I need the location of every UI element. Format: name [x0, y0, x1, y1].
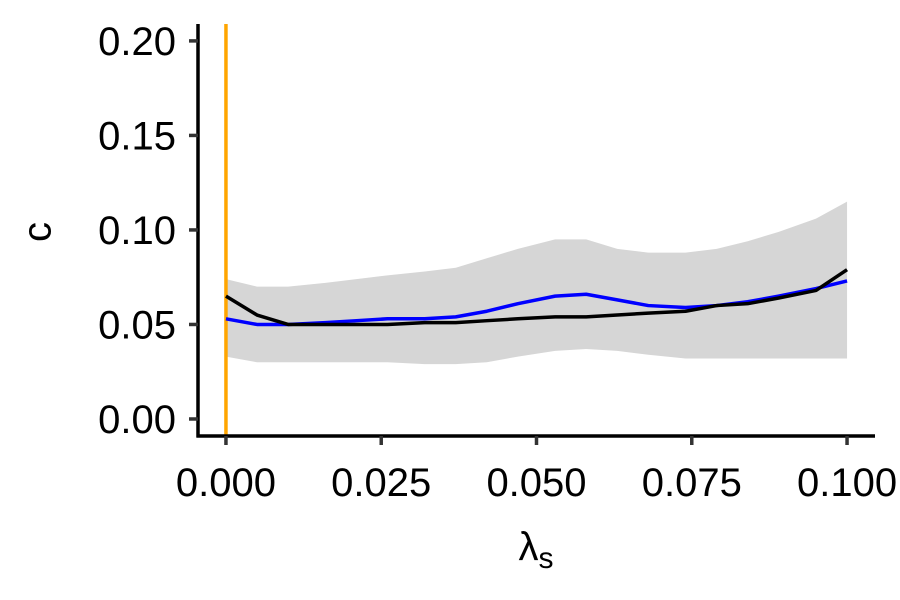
x-tick-label: 0.000 — [176, 461, 276, 505]
x-tick-label: 0.100 — [797, 461, 897, 505]
y-tick-label: 0.05 — [98, 303, 176, 347]
x-axis-ticks: 0.000 0.025 0.050 0.075 0.100 — [176, 436, 897, 505]
x-tick-label: 0.075 — [642, 461, 742, 505]
x-axis-title: λs — [519, 525, 554, 575]
plot-area — [224, 24, 849, 436]
series-line-2 — [225, 268, 849, 327]
y-axis-ticks: 0.00 0.05 0.10 0.15 0.20 — [98, 20, 198, 442]
y-axis-title: c — [16, 222, 60, 242]
confidence-band — [225, 201, 848, 365]
x-tick-label: 0.025 — [331, 461, 431, 505]
y-tick-label: 0.20 — [98, 20, 176, 64]
series-layer — [225, 268, 849, 327]
y-tick-label: 0.00 — [98, 398, 176, 442]
y-tick-label: 0.15 — [98, 114, 176, 158]
x-tick-label: 0.050 — [486, 461, 586, 505]
y-tick-label: 0.10 — [98, 209, 176, 253]
